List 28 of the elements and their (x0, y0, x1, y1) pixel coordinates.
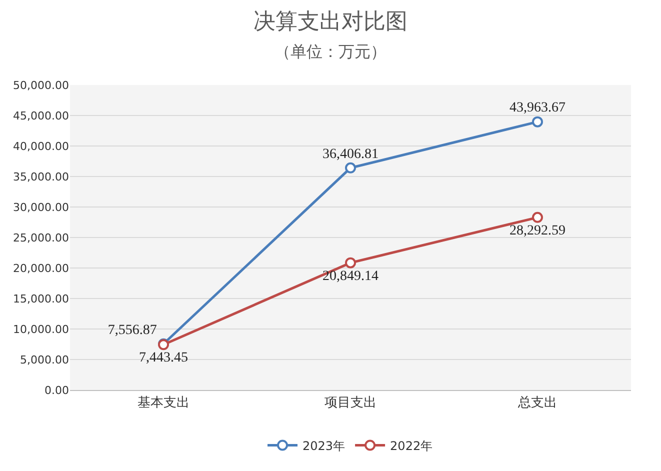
legend-label: 2023年 (302, 438, 346, 453)
y-tick-label: 40,000.00 (13, 140, 69, 153)
chart-title: 决算支出对比图 (254, 9, 408, 34)
data-label: 7,556.87 (108, 322, 157, 338)
y-tick-label: 50,000.00 (13, 78, 69, 92)
y-tick-label: 30,000.00 (13, 200, 69, 214)
x-tick-label: 项目支出 (324, 396, 376, 411)
y-tick-label: 45,000.00 (13, 109, 69, 122)
data-label: 20,849.14 (322, 268, 378, 284)
y-tick-label: 15,000.00 (13, 292, 69, 306)
x-tick-label: 总支出 (517, 396, 557, 411)
chart-subtitle: （单位：万元） (274, 42, 386, 61)
legend-label: 2022年 (390, 438, 433, 453)
x-tick-label: 基本支出 (138, 396, 190, 411)
data-label: 36,406.81 (322, 146, 378, 162)
point (532, 116, 543, 128)
y-tick-label: 20,000.00 (13, 262, 69, 275)
point (345, 257, 356, 268)
y-tick-label: 0.00 (44, 384, 69, 397)
point (532, 212, 543, 223)
data-label: 7,443.45 (139, 350, 188, 366)
y-tick-label: 10,000.00 (13, 322, 69, 336)
y-tick-label: 5,000.00 (20, 353, 69, 366)
point (345, 162, 356, 174)
data-label: 43,963.67 (510, 100, 566, 116)
data-label: 28,292.59 (510, 224, 566, 239)
y-tick-label: 35,000.00 (13, 170, 69, 184)
y-tick-label: 25,000.00 (13, 231, 69, 244)
